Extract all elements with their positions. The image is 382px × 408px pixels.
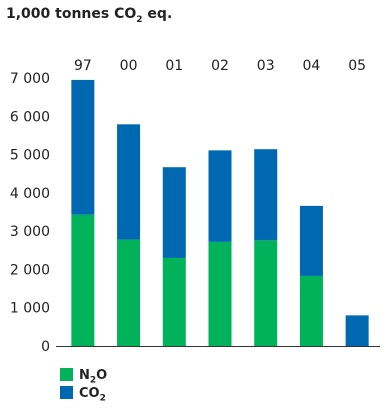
bar-co2-00 <box>117 124 141 240</box>
bar-co2-05 <box>345 315 369 346</box>
bar-n2o-97 <box>71 214 95 346</box>
category-label: 01 <box>165 58 183 74</box>
bar-n2o-04 <box>299 275 323 346</box>
unit-title: 1,000 tonnes CO2 eq. <box>6 6 172 25</box>
y-tick-label: 2 000 <box>10 262 50 278</box>
bar-n2o-01 <box>162 257 186 346</box>
bar-n2o-00 <box>117 239 141 346</box>
bar-co2-01 <box>162 167 186 258</box>
category-label: 05 <box>348 58 366 74</box>
legend-item-n2o: N2O <box>60 368 107 386</box>
bar-n2o-03 <box>254 240 278 346</box>
unit-title-main: 1,000 tonnes CO <box>6 6 137 22</box>
legend-item-co2: CO2 <box>60 386 106 404</box>
legend-swatch-n2o <box>60 368 73 381</box>
category-label: 00 <box>120 58 138 74</box>
category-label: 97 <box>74 58 92 74</box>
category-label: 04 <box>303 58 321 74</box>
y-tick-label: 7 000 <box>10 71 50 87</box>
category-label: 02 <box>211 58 229 74</box>
bar-co2-97 <box>71 79 95 215</box>
bar-co2-04 <box>299 205 323 276</box>
category-label: 03 <box>257 58 275 74</box>
y-tick-label: 3 000 <box>10 224 50 240</box>
y-tick-label: 1 000 <box>10 301 50 317</box>
y-tick-label: 0 <box>41 339 50 355</box>
bar-co2-02 <box>208 150 232 242</box>
legend-label-n2o: N2O <box>79 368 108 386</box>
y-tick-label: 4 000 <box>10 186 50 202</box>
unit-title-subscript: 2 <box>136 14 143 25</box>
bar-co2-03 <box>254 149 278 241</box>
y-tick-label: 5 000 <box>10 148 50 164</box>
unit-title-suffix: eq. <box>142 6 173 22</box>
legend-label-co2: CO2 <box>79 386 106 404</box>
bar-n2o-02 <box>208 241 232 346</box>
y-tick-label: 6 000 <box>10 109 50 125</box>
legend-swatch-co2 <box>60 386 73 399</box>
